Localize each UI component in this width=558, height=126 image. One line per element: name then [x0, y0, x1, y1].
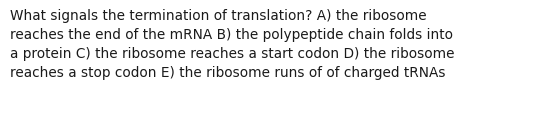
- Text: What signals the termination of translation? A) the ribosome
reaches the end of : What signals the termination of translat…: [10, 9, 455, 80]
